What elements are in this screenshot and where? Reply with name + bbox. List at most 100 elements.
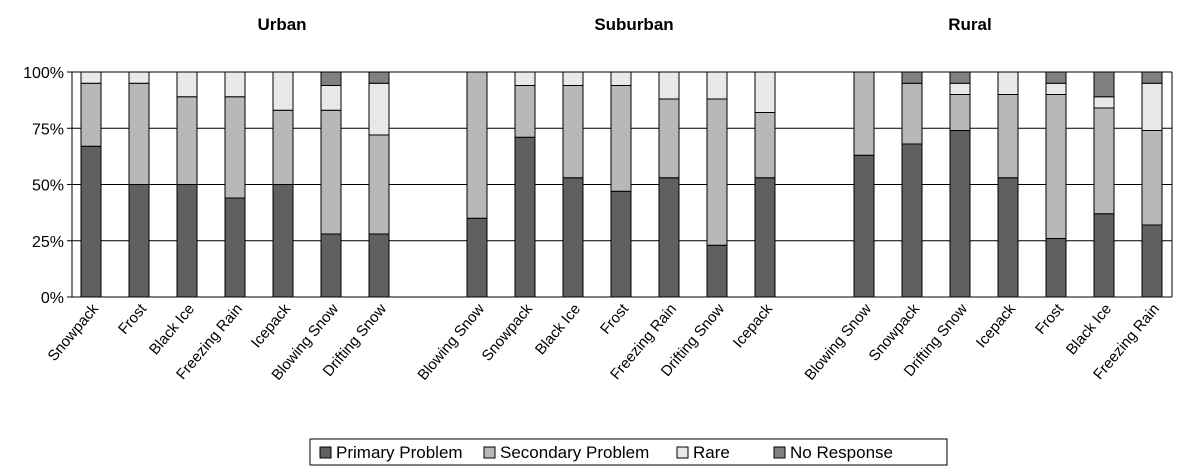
bar-segment bbox=[128, 82, 150, 185]
y-tick-label: 0% bbox=[41, 290, 64, 307]
bar-segment bbox=[901, 71, 923, 84]
bar-segment bbox=[949, 130, 971, 298]
legend-swatch bbox=[319, 446, 332, 459]
bar-segment bbox=[320, 71, 342, 86]
bar-segment bbox=[1093, 107, 1115, 215]
bar-segment bbox=[272, 71, 294, 111]
bar-segment bbox=[754, 112, 776, 179]
bar-segment bbox=[320, 233, 342, 298]
category-label: Black Ice bbox=[146, 301, 198, 359]
category-label: Frost bbox=[597, 300, 633, 338]
legend: Primary Problem Secondary Problem Rare No R… bbox=[309, 438, 948, 466]
bar-segment bbox=[562, 177, 584, 298]
plot-frame bbox=[71, 72, 1173, 298]
panel-title: Urban bbox=[257, 15, 306, 34]
bar-segment bbox=[610, 85, 632, 192]
bar-segment bbox=[610, 71, 632, 86]
bar-segment bbox=[1093, 213, 1115, 298]
bar-segment bbox=[901, 143, 923, 298]
bar-segment bbox=[466, 217, 488, 298]
category-label: Black Ice bbox=[532, 301, 584, 359]
bar-segment bbox=[562, 85, 584, 179]
bar-segment bbox=[610, 190, 632, 298]
bar-segment bbox=[949, 94, 971, 131]
bar-segment bbox=[853, 154, 875, 298]
y-tick-labels: 0% 25% 50% 75% 100% bbox=[23, 65, 64, 307]
bar-segment bbox=[368, 134, 390, 235]
category-label: Snowpack bbox=[45, 300, 103, 364]
bar-segment bbox=[80, 82, 102, 147]
y-tick-label: 100% bbox=[23, 65, 64, 82]
bar-segment bbox=[320, 109, 342, 235]
bar-segment bbox=[706, 244, 728, 298]
category-label: Blowing Snow bbox=[801, 301, 875, 384]
bar-segment bbox=[224, 96, 246, 199]
bar-segment bbox=[658, 177, 680, 298]
bar-segment bbox=[514, 136, 536, 298]
bar-segment bbox=[80, 71, 102, 84]
bar-segment bbox=[80, 145, 102, 298]
bar-segment bbox=[176, 184, 198, 298]
bar-segment bbox=[128, 184, 150, 298]
legend-label: Primary Problem bbox=[336, 443, 463, 462]
panel-titles: Urban Suburban Rural bbox=[257, 15, 991, 34]
category-label: Icepack bbox=[730, 300, 777, 351]
y-tick-label: 25% bbox=[32, 234, 64, 251]
bar-segment bbox=[706, 71, 728, 100]
bar-segment bbox=[706, 98, 728, 246]
bar-segment bbox=[272, 109, 294, 185]
legend-swatch bbox=[773, 446, 786, 459]
bar-segment bbox=[1141, 130, 1163, 226]
bar-segment bbox=[368, 233, 390, 298]
category-label: Icepack bbox=[973, 300, 1020, 351]
y-tick-label: 75% bbox=[32, 121, 64, 138]
bar-segment bbox=[176, 96, 198, 185]
bar-segment bbox=[368, 71, 390, 84]
bar-segment bbox=[128, 71, 150, 84]
bar-segment bbox=[224, 71, 246, 98]
category-label: Icepack bbox=[248, 300, 295, 351]
bar-segment bbox=[853, 71, 875, 156]
bar-segment bbox=[272, 184, 294, 298]
legend-box bbox=[309, 438, 948, 466]
bar-segment bbox=[1093, 71, 1115, 98]
bar-segment bbox=[562, 71, 584, 86]
bar-segment bbox=[320, 85, 342, 111]
legend-label: No Response bbox=[790, 443, 893, 462]
bar-segment bbox=[658, 71, 680, 100]
bar-segment bbox=[514, 85, 536, 138]
bar-segment bbox=[368, 82, 390, 136]
bar-segment bbox=[514, 71, 536, 86]
category-label: Snowpack bbox=[479, 300, 537, 364]
category-label: Frost bbox=[115, 300, 151, 338]
bar-segment bbox=[658, 98, 680, 179]
bar-segment bbox=[1045, 238, 1067, 298]
bar-segment bbox=[1141, 71, 1163, 84]
bar-segment bbox=[1045, 94, 1067, 239]
bars bbox=[80, 71, 1163, 298]
bar-segment bbox=[949, 82, 971, 95]
bar-segment bbox=[997, 177, 1019, 298]
legend-swatch bbox=[483, 446, 496, 459]
category-label: Black Ice bbox=[1063, 301, 1115, 359]
category-label: Blowing Snow bbox=[414, 301, 488, 384]
y-tick-label: 50% bbox=[32, 178, 64, 195]
panel-title: Suburban bbox=[594, 15, 673, 34]
bar-segment bbox=[901, 82, 923, 145]
panel-title: Rural bbox=[948, 15, 991, 34]
bar-segment bbox=[1045, 82, 1067, 95]
legend-swatch bbox=[676, 446, 689, 459]
bar-segment bbox=[224, 197, 246, 298]
bar-segment bbox=[997, 94, 1019, 179]
bar-segment bbox=[1093, 96, 1115, 109]
bar-segment bbox=[997, 71, 1019, 95]
bar-segment bbox=[1141, 224, 1163, 298]
bar-segment bbox=[754, 71, 776, 113]
category-label: Frost bbox=[1032, 300, 1068, 338]
legend-label: Rare bbox=[693, 443, 730, 462]
legend-label: Secondary Problem bbox=[500, 443, 649, 462]
bar-segment bbox=[1045, 71, 1067, 84]
bar-segment bbox=[949, 71, 971, 84]
